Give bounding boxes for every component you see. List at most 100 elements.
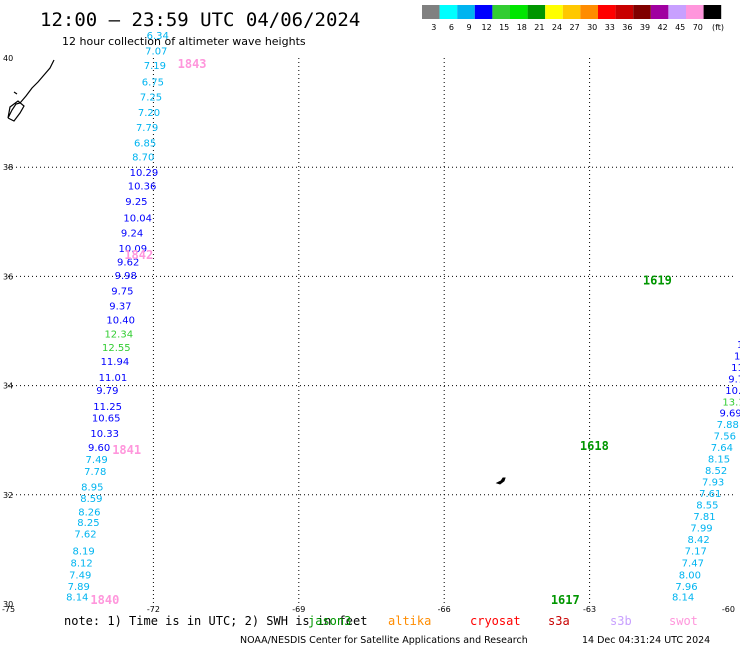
swh-value: 7.78	[84, 467, 106, 478]
colorbar-label: 9	[466, 23, 471, 32]
colorbar-label: 21	[534, 23, 544, 32]
swh-value: 8.42	[688, 535, 710, 546]
swh-value: 11.25	[93, 402, 122, 413]
swh-value: 12.55	[102, 343, 131, 354]
swh-value: 10.33	[725, 386, 740, 397]
colorbar-swatch	[668, 5, 686, 19]
satellite-altika: altika	[388, 614, 431, 628]
colorbar-label: 18	[517, 23, 527, 32]
swh-value: 8.52	[705, 466, 727, 477]
pass-labels: 1840 1841 1842 1843 1617 1618 1619	[90, 57, 671, 607]
satellite-swot: swot	[669, 614, 698, 628]
colorbar-label: 3	[431, 23, 436, 32]
gridlines	[8, 58, 735, 604]
colorbar-label: 6	[449, 23, 454, 32]
axis-ticks: -75 -72 -69 -66 -63 -60 30 32 34 36 38 40	[2, 54, 735, 614]
swh-value: 9.75	[111, 286, 133, 297]
swh-value: 7.56	[714, 432, 736, 443]
colorbar-swatch	[633, 5, 651, 19]
colorbar-swatch	[703, 5, 722, 19]
swh-value: 7.49	[86, 455, 108, 466]
swh-value: 12.34	[104, 330, 133, 341]
x-tick-label: -60	[722, 605, 735, 614]
colorbar-label: 33	[605, 23, 615, 32]
colorbar-swatch	[457, 5, 475, 19]
swh-value: 7.17	[685, 546, 707, 557]
data-points: 8.147.897.498.128.197.628.258.268.598.95…	[66, 31, 740, 604]
swh-value: 9.24	[121, 229, 143, 240]
swh-value: 7.64	[711, 443, 733, 454]
swh-value: 7.19	[144, 61, 166, 72]
colorbar-label: 24	[552, 23, 562, 32]
swh-value: 7.47	[682, 558, 704, 569]
swh-value: 7.25	[140, 93, 162, 104]
swh-value: 7.81	[693, 512, 715, 523]
swh-value: 9.60	[88, 443, 110, 454]
swh-value: 6.85	[134, 138, 156, 149]
swh-value: 11.94	[101, 357, 130, 368]
colorbar-swatch	[492, 5, 510, 19]
y-tick-label: 40	[3, 54, 13, 63]
colorbar-swatch	[562, 5, 581, 19]
colorbar-swatch	[650, 5, 669, 19]
colorbar-swatch	[439, 5, 458, 19]
footer-credit: NOAA/NESDIS Center for Satellite Applica…	[240, 635, 528, 646]
colorbar-swatch	[686, 5, 704, 19]
swh-value: 7.99	[690, 523, 712, 534]
swh-value: 7.79	[136, 123, 158, 134]
swh-value: 8.15	[708, 455, 730, 466]
swh-value: 6.34	[147, 31, 169, 42]
y-tick-label: 34	[3, 382, 13, 391]
swh-value: 11.83	[734, 351, 740, 362]
pass-time-label: 1842	[124, 248, 153, 262]
swh-value: 8.55	[696, 500, 718, 511]
satellite-jason3: jason3	[308, 614, 351, 628]
swh-value: 10.09	[119, 244, 148, 255]
swh-value: 10.29	[130, 168, 159, 179]
swh-value: 9.69	[719, 409, 740, 420]
swh-value: 8.19	[72, 546, 94, 557]
legend: note: 1) Time is in UTC; 2) SWH is in fe…	[64, 614, 698, 628]
pass-time-label: 1619	[643, 274, 672, 288]
coastline	[7, 59, 506, 485]
satellite-s3a: s3a	[548, 614, 570, 628]
swh-value: 10.33	[90, 429, 119, 440]
swh-value: 8.14	[66, 593, 88, 604]
swh-value: 7.88	[717, 420, 739, 431]
satellite-cryosat: cryosat	[470, 614, 521, 628]
pass-time-label: 1840	[90, 593, 119, 607]
colorbar-label: 12	[482, 23, 492, 32]
x-tick-label: -63	[583, 605, 596, 614]
chart-subtitle: 12 hour collection of altimeter wave hei…	[62, 35, 306, 48]
swh-value: 9.79	[96, 386, 118, 397]
swh-value: 8.00	[679, 570, 701, 581]
colorbar-label: 27	[570, 23, 580, 32]
swh-value: 8.95	[81, 482, 103, 493]
swh-value: 7.20	[138, 108, 160, 119]
colorbar-label: 45	[675, 23, 685, 32]
swh-value: 8.12	[71, 558, 93, 569]
y-tick-label: 36	[3, 272, 13, 281]
swh-value: 7.61	[699, 489, 721, 500]
swh-value: 11.01	[99, 373, 128, 384]
swh-value: 8.14	[672, 593, 694, 604]
chart-title: 12:00 – 23:59 UTC 04/06/2024	[40, 9, 360, 31]
colorbar-label: 36	[622, 23, 632, 32]
colorbar-swatch	[545, 5, 563, 19]
swh-value: 9.98	[115, 271, 137, 282]
swh-value: 7.96	[675, 582, 697, 593]
swh-value: 8.26	[78, 508, 100, 519]
swh-value: 7.07	[145, 47, 167, 58]
colorbar-swatch	[580, 5, 598, 19]
colorbar-swatch	[510, 5, 528, 19]
swh-value: 10.36	[128, 182, 157, 193]
swh-value: 8.25	[77, 518, 99, 529]
colorbar-label: 30	[587, 23, 597, 32]
pass-time-label: 1841	[112, 443, 141, 457]
swh-value: 7.93	[702, 478, 724, 489]
pass-time-label: 1618	[580, 439, 609, 453]
y-tick-label: 38	[3, 163, 13, 172]
swh-value: 6.75	[142, 77, 164, 88]
x-tick-label: -66	[438, 605, 451, 614]
